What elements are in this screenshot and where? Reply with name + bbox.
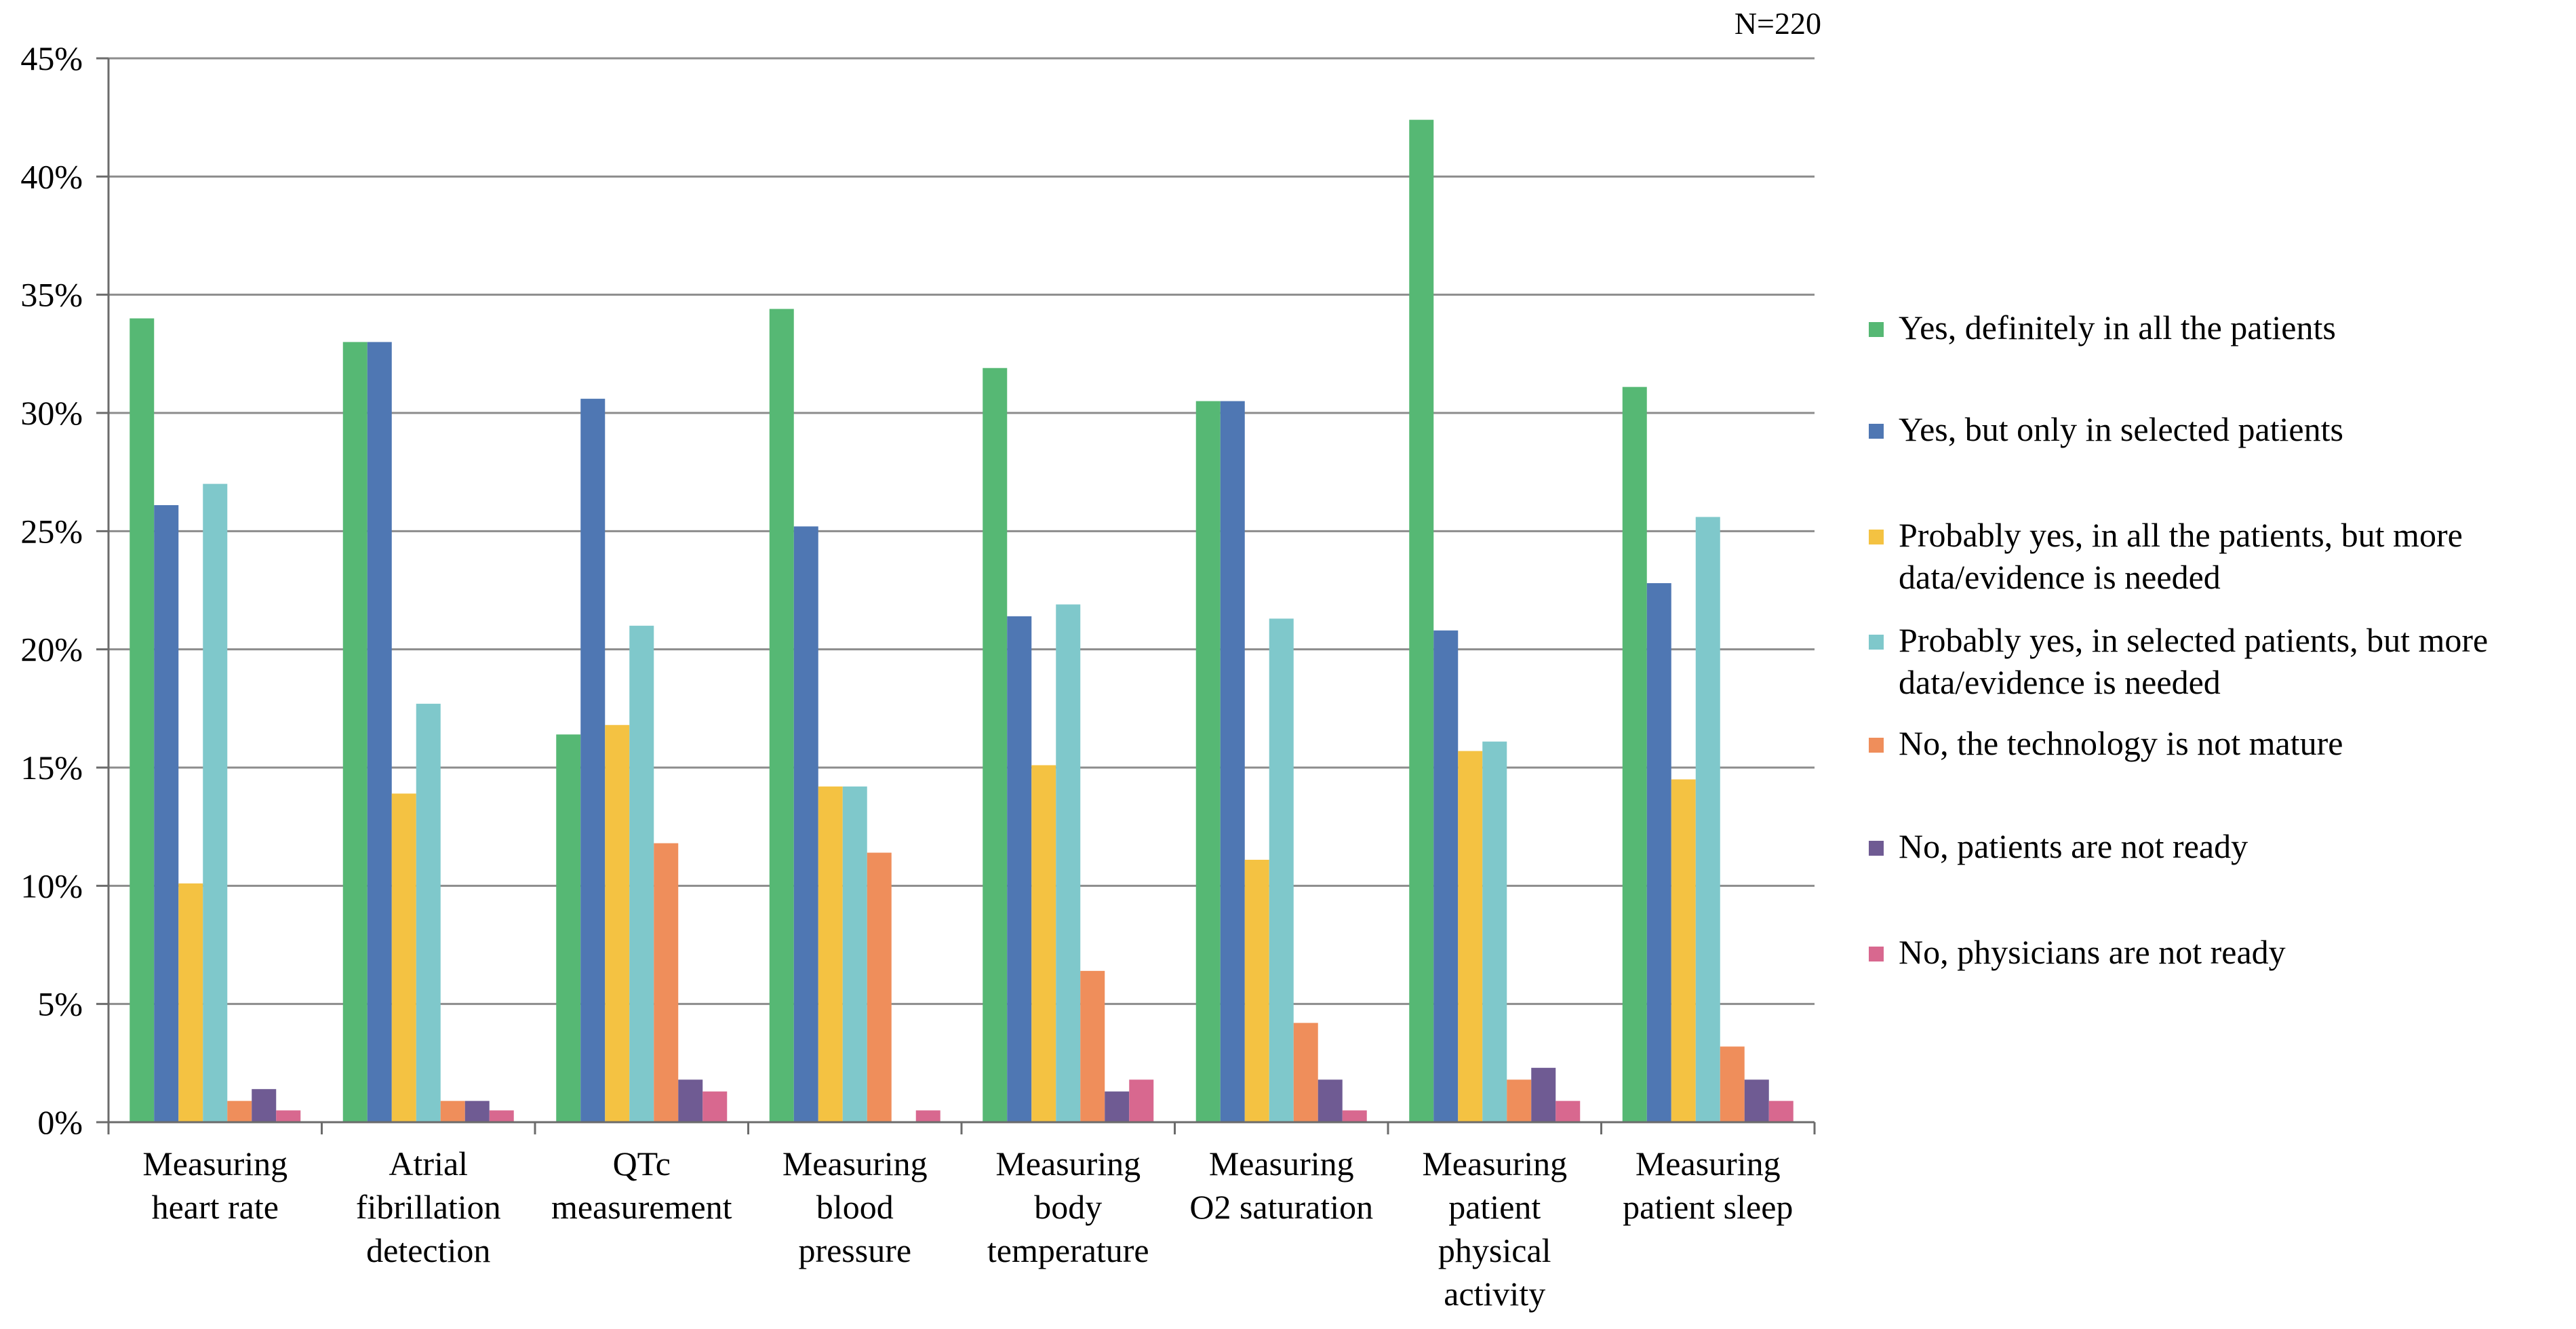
bar <box>1031 765 1056 1122</box>
bar <box>1080 970 1105 1122</box>
bar <box>556 734 581 1122</box>
y-tick-label: 40% <box>20 157 83 195</box>
bar <box>367 342 392 1122</box>
y-tick-label: 35% <box>20 276 83 314</box>
x-category-label: Measuring patient physical activity <box>1422 1145 1567 1313</box>
bar <box>605 725 630 1122</box>
legend-swatch <box>1869 947 1884 961</box>
bar <box>1531 1067 1556 1122</box>
legend-label: No, the technology is not mature <box>1899 724 2343 762</box>
y-tick-labels: 0% 5% 10% 15% 20% 25% 30% 35% 40% 45% <box>20 39 83 1141</box>
bar <box>1269 618 1294 1122</box>
bar <box>227 1100 252 1122</box>
bar <box>818 786 843 1122</box>
legend-label: No, physicians are not ready <box>1899 933 2286 971</box>
bar <box>1317 1079 1343 1122</box>
bar <box>1220 401 1245 1122</box>
sample-size-note: N=220 <box>1735 6 1821 41</box>
bar <box>130 318 155 1122</box>
y-tick-label: 45% <box>20 39 83 77</box>
y-tick-label: 20% <box>20 631 83 669</box>
y-tick-label: 5% <box>37 985 83 1023</box>
bar <box>654 843 679 1122</box>
bar <box>489 1110 514 1122</box>
x-category-label: Measuring blood pressure <box>782 1145 928 1269</box>
y-tick-label: 10% <box>20 867 83 905</box>
y-tick-label: 15% <box>20 749 83 787</box>
bars <box>130 119 1794 1123</box>
y-tick-label: 25% <box>20 512 83 550</box>
bar <box>1056 604 1081 1122</box>
bar <box>769 309 794 1122</box>
bar <box>867 852 892 1122</box>
legend-label: No, patients are not ready <box>1899 827 2248 865</box>
bar <box>1744 1079 1769 1122</box>
bar <box>678 1079 703 1122</box>
legend-swatch <box>1869 635 1884 650</box>
bar <box>1768 1100 1794 1122</box>
y-tick-label: 30% <box>20 394 83 432</box>
x-category-label: QTc measurement <box>551 1145 732 1226</box>
bar <box>1409 119 1434 1123</box>
bar <box>629 625 654 1122</box>
bar <box>1105 1091 1130 1122</box>
x-category-label: Measuring body temperature <box>987 1145 1149 1269</box>
bar <box>983 368 1008 1122</box>
bar <box>1244 859 1269 1122</box>
bar <box>1555 1100 1581 1122</box>
y-tick-label: 0% <box>37 1103 83 1141</box>
bar <box>1695 517 1720 1122</box>
bar <box>416 703 441 1122</box>
bar <box>1622 386 1647 1122</box>
bar <box>1720 1046 1745 1122</box>
bar <box>1482 741 1507 1122</box>
bar <box>1671 779 1696 1122</box>
bar <box>1458 751 1483 1122</box>
bar <box>1007 616 1032 1122</box>
bar <box>252 1089 277 1122</box>
bar <box>842 786 867 1122</box>
bar <box>1129 1079 1154 1122</box>
legend-swatch <box>1869 530 1884 544</box>
x-category-label: Atrial fibrillation detection <box>356 1145 501 1269</box>
legend-label: Probably yes, in all the patients, but m… <box>1899 516 2463 596</box>
legend-label: Yes, but only in selected patients <box>1899 410 2343 448</box>
bar <box>154 504 179 1122</box>
bar <box>1507 1079 1532 1122</box>
x-category-label: Measuring O2 saturation <box>1189 1145 1373 1226</box>
legend-swatch <box>1869 322 1884 337</box>
bar <box>342 342 368 1122</box>
bar <box>391 793 416 1122</box>
bar <box>1195 401 1221 1122</box>
legend-swatch <box>1869 424 1884 439</box>
bar <box>1646 583 1671 1122</box>
bar <box>440 1100 465 1122</box>
bar <box>178 883 203 1122</box>
bar <box>1342 1110 1367 1122</box>
bar <box>1433 630 1459 1122</box>
legend-swatch <box>1869 738 1884 753</box>
legend: Yes, definitely in all the patients Yes, … <box>1869 309 2488 971</box>
x-tick-labels: Measuring heart rate Atrial fibrillation det… <box>142 1145 1793 1313</box>
x-category-label: Measuring patient sleep <box>1623 1145 1793 1226</box>
bar <box>702 1091 728 1122</box>
bar <box>276 1110 301 1122</box>
bar <box>203 483 228 1122</box>
x-category-label: Measuring heart rate <box>142 1145 288 1226</box>
legend-label: Yes, definitely in all the patients <box>1899 309 2336 346</box>
bar <box>793 526 818 1122</box>
bar <box>464 1100 490 1122</box>
axes <box>96 57 1816 1134</box>
bar <box>1293 1023 1318 1122</box>
bar <box>915 1110 940 1122</box>
bar <box>580 399 606 1122</box>
legend-label: Probably yes, in selected patients, but … <box>1899 621 2488 701</box>
legend-swatch <box>1869 841 1884 856</box>
